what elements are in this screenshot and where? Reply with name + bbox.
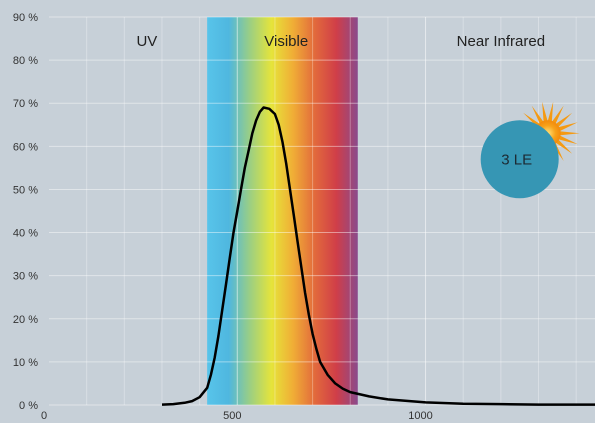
x-tick-label: 500	[223, 410, 241, 422]
region-label: UV	[136, 33, 157, 50]
series-line	[161, 106, 595, 406]
y-tick-label: 40 %	[13, 228, 38, 240]
x-tick-label: 0	[41, 410, 47, 422]
y-tick-label: 20 %	[13, 314, 38, 326]
x-axis-ticks: 0 500 1000	[41, 410, 433, 422]
series-group	[161, 106, 595, 406]
y-axis-ticks: 0 % 10 % 20 % 30 % 40 % 50 % 60 % 70 % 80 % 90 %	[13, 12, 38, 412]
badge-circle	[480, 120, 559, 199]
badge-label: 3 LE	[501, 151, 532, 168]
visible-band	[207, 17, 358, 405]
region-label: Near Infrared	[457, 33, 545, 50]
x-tick-label: 1000	[408, 410, 432, 422]
y-tick-label: 0 %	[19, 400, 38, 412]
y-tick-label: 70 %	[13, 98, 38, 110]
badge-group: 3 LE	[480, 101, 580, 199]
region-label: Visible	[264, 33, 308, 50]
y-tick-label: 60 %	[13, 141, 38, 153]
y-tick-label: 80 %	[13, 55, 38, 67]
y-tick-label: 10 %	[13, 357, 38, 369]
y-tick-label: 50 %	[13, 184, 38, 196]
y-tick-label: 30 %	[13, 271, 38, 283]
region-labels: UV Visible Near Infrared	[136, 33, 545, 50]
y-tick-label: 90 %	[13, 12, 38, 24]
